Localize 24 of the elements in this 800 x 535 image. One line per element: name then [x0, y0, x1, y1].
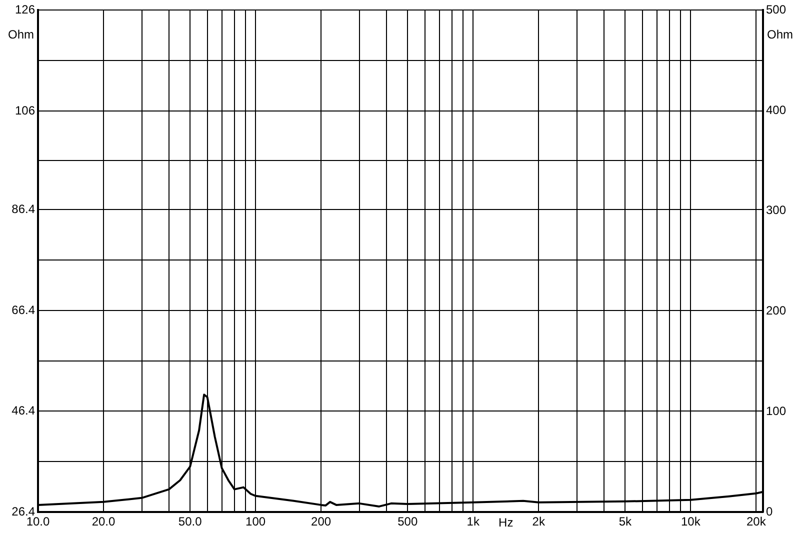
y-axis-title: Ohm — [8, 28, 34, 42]
y-tick-label: 126 — [14, 2, 36, 17]
x-tick-label: 100 — [246, 514, 266, 529]
y2-tick-label: 0 — [766, 504, 773, 518]
x-tick-label: 10k — [680, 514, 702, 529]
x-tick-label: 20.0 — [92, 514, 116, 529]
y-tick-label: 46.4 — [12, 404, 36, 418]
y2-tick-label: 500 — [766, 2, 786, 17]
y-tick-label: 86.4 — [12, 202, 36, 216]
y-tick-label: 66.4 — [12, 302, 36, 317]
x-tick-label: 50.0 — [178, 514, 202, 529]
x-tick-label: 500 — [398, 514, 418, 529]
x-tick-label: 5k — [618, 514, 633, 529]
y2-tick-label: 300 — [766, 203, 786, 218]
y2-tick-label: 100 — [766, 404, 786, 418]
y-tick-label: 106 — [14, 103, 36, 118]
y2-tick-label: 200 — [766, 304, 786, 318]
y2-tick-label: 400 — [766, 102, 786, 117]
x-axis-title: Hz — [498, 515, 514, 530]
y2-axis-title: Ohm — [767, 28, 794, 42]
x-tick-label: 200 — [311, 514, 332, 529]
x-tick-label: 20k — [746, 514, 767, 529]
x-tick-label: 2k — [532, 514, 546, 529]
x-tick-label: 1k — [466, 514, 480, 529]
